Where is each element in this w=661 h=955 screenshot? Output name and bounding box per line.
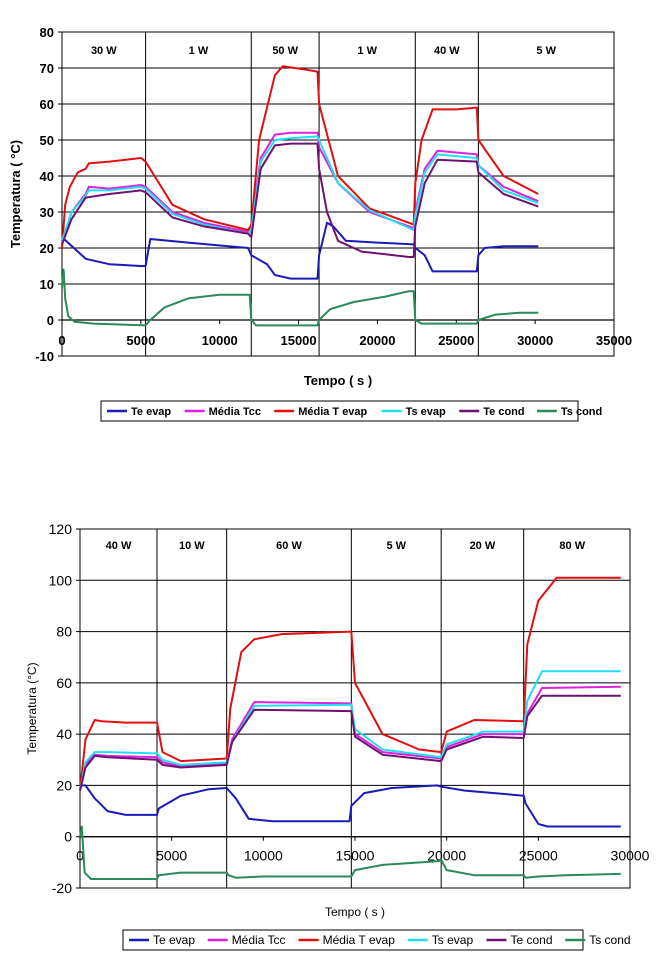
plot-area bbox=[79, 528, 631, 889]
y-tick-label: -20 bbox=[52, 880, 72, 896]
series-line-ts-cond bbox=[61, 268, 539, 327]
phase-label: 1 W bbox=[189, 45, 209, 57]
phase-label: 40 W bbox=[434, 45, 460, 57]
series-line-m-dia-t-evap bbox=[79, 576, 621, 791]
x-tick-label: 5000 bbox=[156, 848, 187, 864]
x-tick-label: 35000 bbox=[596, 333, 632, 348]
y-tick-label: 40 bbox=[56, 726, 72, 742]
phase-label: 20 W bbox=[470, 540, 496, 552]
y-tick-label: 0 bbox=[64, 829, 72, 845]
legend-entry: Média Tcc bbox=[232, 933, 286, 947]
legend-entry: Te evap bbox=[153, 933, 195, 947]
y-tick-label: 60 bbox=[56, 675, 72, 691]
phase-label: 10 W bbox=[179, 540, 205, 552]
legend-entry: Te evap bbox=[131, 406, 171, 418]
legend-entry: Te cond bbox=[511, 933, 553, 947]
series-line-m-dia-tcc bbox=[79, 685, 621, 791]
x-tick-label: 10000 bbox=[202, 333, 238, 348]
y-tick-label: 20 bbox=[40, 241, 54, 256]
chart-1: -10 0 10 20 30 40 50 60 70 80 0 5000 10000 15000 20000… bbox=[8, 25, 632, 422]
legend-entry: Ts evap bbox=[432, 933, 474, 947]
phase-label: 60 W bbox=[276, 540, 302, 552]
series-line-m-dia-t-evap bbox=[61, 65, 539, 249]
y-tick-label: 30 bbox=[40, 205, 54, 220]
y-tick-label: 20 bbox=[56, 777, 72, 793]
phase-label: 5 W bbox=[386, 540, 406, 552]
series-line-m-dia-tcc bbox=[61, 131, 539, 245]
legend-box bbox=[100, 400, 579, 422]
y-tick-label: 120 bbox=[49, 521, 73, 537]
x-tick-label: 25000 bbox=[519, 848, 558, 864]
y-tick-label: 100 bbox=[49, 572, 73, 588]
legend-entry: Média Tcc bbox=[209, 406, 261, 418]
y-tick-label: 40 bbox=[40, 169, 54, 184]
x-tick-label: 15000 bbox=[336, 848, 375, 864]
y-tick-label: 10 bbox=[40, 277, 54, 292]
y-tick-label: 80 bbox=[56, 624, 72, 640]
y-axis-label: Temperatura (°C) bbox=[25, 662, 39, 754]
x-tick-label: 0 bbox=[76, 848, 84, 864]
legend-entry: Te cond bbox=[483, 406, 524, 418]
y-tick-label: 50 bbox=[40, 133, 54, 148]
x-tick-label: 5000 bbox=[126, 333, 155, 348]
legend-entry: Ts cond bbox=[561, 406, 602, 418]
x-tick-label: 15000 bbox=[280, 333, 316, 348]
legend-entry: Média T evap bbox=[323, 933, 396, 947]
legend-entry: Ts cond bbox=[589, 933, 630, 947]
y-tick-label: -10 bbox=[35, 349, 54, 364]
series-line-te-cond bbox=[79, 694, 621, 791]
y-tick-label: 80 bbox=[40, 25, 54, 40]
series-line-te-evap bbox=[80, 784, 621, 828]
x-tick-label: 20000 bbox=[427, 848, 466, 864]
y-axis-label: Temperatura ( °C) bbox=[8, 140, 23, 248]
phase-label: 5 W bbox=[536, 45, 556, 57]
series-line-ts-evap bbox=[61, 135, 539, 242]
x-tick-label: 30000 bbox=[611, 848, 650, 864]
x-tick-label: 30000 bbox=[517, 333, 553, 348]
phase-label: 50 W bbox=[272, 45, 298, 57]
series-line-te-evap bbox=[61, 221, 539, 280]
legend-entry: Ts evap bbox=[406, 406, 446, 418]
series-line-te-cond bbox=[61, 142, 539, 258]
y-tick-label: 70 bbox=[40, 61, 54, 76]
x-tick-label: 25000 bbox=[438, 333, 474, 348]
y-tick-label: 0 bbox=[47, 313, 54, 328]
x-axis-label: Tempo ( s ) bbox=[325, 905, 385, 919]
x-tick-label: 10000 bbox=[244, 848, 283, 864]
phase-label: 40 W bbox=[106, 540, 132, 552]
series-line-ts-cond bbox=[79, 825, 621, 880]
phase-label: 30 W bbox=[91, 45, 117, 57]
y-tick-label: 60 bbox=[40, 97, 54, 112]
phase-label: 80 W bbox=[559, 540, 585, 552]
x-tick-label: 20000 bbox=[359, 333, 395, 348]
x-tick-label: 0 bbox=[58, 333, 65, 348]
series-line-ts-evap bbox=[79, 670, 621, 791]
x-axis-label: Tempo ( s ) bbox=[304, 373, 372, 388]
legend-entry: Média T evap bbox=[298, 406, 367, 418]
phase-label: 1 W bbox=[357, 45, 377, 57]
